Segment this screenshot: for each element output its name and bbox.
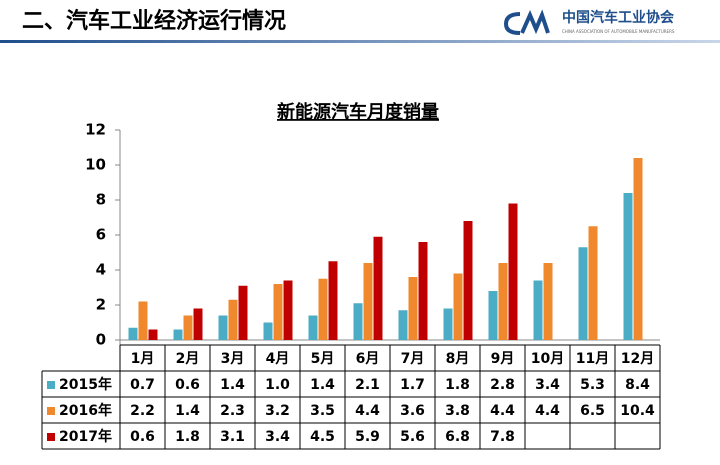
table-value: 0.6	[175, 377, 200, 393]
table-value: 1.0	[265, 377, 290, 393]
x-tick-label: 7月	[401, 351, 425, 367]
org-name-en: CHINA ASSOCIATION OF AUTOMOBILE MANUFACT…	[562, 29, 675, 34]
table-value: 6.5	[580, 403, 605, 419]
bar	[193, 308, 203, 340]
x-tick-label: 9月	[491, 351, 515, 367]
bar	[533, 280, 543, 340]
table-value: 3.5	[310, 403, 335, 419]
logo	[503, 9, 550, 35]
header-rule	[0, 40, 720, 43]
chart-title: 新能源汽车月度销量	[277, 101, 439, 123]
bar	[588, 226, 598, 340]
bar	[263, 322, 273, 340]
bar	[453, 273, 463, 340]
table-value: 1.8	[175, 429, 200, 445]
table-value: 6.8	[445, 429, 470, 445]
table-value: 3.2	[265, 403, 290, 419]
table-value: 4.4	[535, 403, 560, 419]
table-value: 1.4	[220, 377, 245, 393]
org-name: 中国汽车工业协会	[562, 9, 675, 26]
y-tick-label: 12	[85, 121, 106, 139]
bar	[228, 299, 238, 340]
y-tick-label: 8	[96, 191, 106, 209]
table-value: 3.8	[445, 403, 470, 419]
table-value: 3.4	[265, 429, 290, 445]
bar	[283, 280, 293, 340]
bar	[218, 315, 228, 340]
legend-key	[47, 433, 55, 441]
table-value: 1.7	[400, 377, 425, 393]
bar	[408, 277, 418, 340]
x-tick-label: 5月	[311, 351, 335, 367]
y-tick-label: 2	[96, 296, 106, 314]
table-value: 4.4	[490, 403, 515, 419]
x-tick-label: 6月	[356, 351, 380, 367]
table-value: 5.3	[580, 377, 605, 393]
x-tick-label: 4月	[266, 351, 290, 367]
table-value: 4.4	[355, 403, 380, 419]
table-value: 3.6	[400, 403, 425, 419]
table-value: 8.4	[625, 377, 650, 393]
x-tick-label: 10月	[531, 351, 564, 367]
bar	[578, 247, 588, 340]
bar	[418, 242, 428, 340]
bar	[148, 329, 158, 340]
bar	[373, 236, 383, 340]
x-tick-label: 8月	[446, 351, 470, 367]
bar	[623, 193, 633, 340]
table-value: 0.6	[130, 429, 155, 445]
table-value: 5.6	[400, 429, 425, 445]
table-value: 10.4	[620, 403, 655, 419]
table-value: 3.4	[535, 377, 560, 393]
bar	[308, 315, 318, 340]
table-value: 4.5	[310, 429, 335, 445]
x-tick-label: 1月	[131, 351, 155, 367]
y-tick-label: 10	[85, 156, 106, 174]
bar	[173, 329, 183, 340]
x-tick-label: 12月	[621, 351, 654, 367]
legend-label: 2016年	[59, 402, 112, 419]
bar	[443, 308, 453, 340]
y-tick-label: 0	[96, 331, 106, 349]
y-tick-label: 4	[96, 261, 106, 279]
x-tick-label: 2月	[176, 351, 200, 367]
slide-title: 二、汽车工业经济运行情况	[22, 8, 286, 34]
legend-key	[47, 381, 55, 389]
table-value: 1.8	[445, 377, 470, 393]
table-value: 1.4	[310, 377, 335, 393]
bar	[543, 263, 553, 340]
bar	[398, 310, 408, 340]
bar	[273, 284, 283, 340]
bar	[128, 327, 138, 340]
legend-label: 2017年	[59, 428, 112, 445]
table-value: 2.8	[490, 377, 515, 393]
table-value: 0.7	[130, 377, 155, 393]
bar	[363, 263, 373, 340]
bar	[498, 263, 508, 340]
bar	[318, 278, 328, 340]
bar	[328, 261, 338, 340]
bar	[633, 158, 643, 340]
table-value: 1.4	[175, 403, 200, 419]
x-tick-label: 3月	[221, 351, 245, 367]
bar	[138, 301, 148, 340]
legend-key	[47, 407, 55, 415]
table-value: 7.8	[490, 429, 515, 445]
table-value: 2.3	[220, 403, 245, 419]
bar	[488, 291, 498, 340]
table-value: 2.1	[355, 377, 380, 393]
x-tick-label: 11月	[576, 351, 609, 367]
bar	[508, 203, 518, 340]
y-tick-label: 6	[96, 226, 106, 244]
legend-label: 2015年	[59, 376, 112, 393]
table-value: 3.1	[220, 429, 245, 445]
bar	[353, 303, 363, 340]
table-value: 2.2	[130, 403, 155, 419]
bar	[238, 285, 248, 340]
table-value: 5.9	[355, 429, 380, 445]
bar	[183, 315, 193, 340]
bar	[463, 221, 473, 340]
